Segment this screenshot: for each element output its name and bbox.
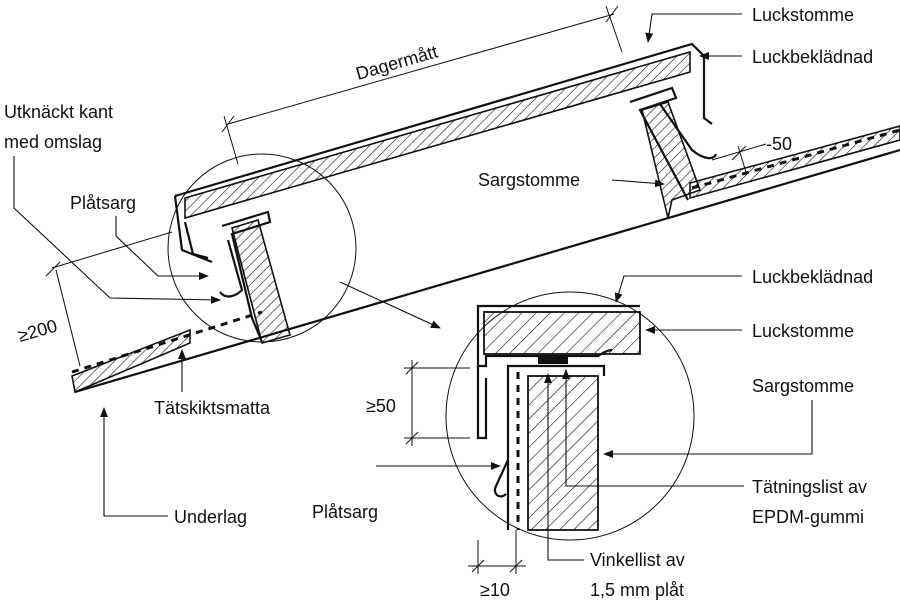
left-curb-core — [231, 218, 291, 344]
detail-circle-large — [445, 291, 695, 541]
label-tatningslist-2: EPDM-gummi — [752, 507, 864, 527]
left-curb-sheet — [221, 210, 272, 343]
label-tatskiktsmatta: Tätskiktsmatta — [154, 398, 271, 418]
label-dim-10: ≥10 — [480, 580, 510, 600]
left-curb — [219, 210, 291, 344]
underlag-band-right — [689, 125, 900, 200]
detail-hook — [493, 459, 509, 498]
label-platsarg-detail: Plåtsarg — [312, 502, 378, 522]
label-tatningslist-1: Tätningslist av — [752, 477, 867, 497]
label-luckbekladnad-top: Luckbeklädnad — [752, 47, 873, 67]
label-sargstomme-detail: Sargstomme — [752, 376, 854, 396]
leader-lines — [13, 13, 813, 574]
lid-core — [184, 50, 691, 220]
label-underlag: Underlag — [174, 507, 247, 527]
detail-lid-core — [483, 311, 641, 355]
enlarged-detail — [476, 304, 641, 531]
label-dim-50-top: -50 — [766, 134, 792, 154]
dagermatt-dimension — [221, 5, 623, 165]
detail-seal — [538, 356, 568, 364]
label-luckstomme-detail: Luckstomme — [752, 321, 854, 341]
label-utknackt-1: Utknäckt kant — [4, 102, 113, 122]
right-curb-hook — [659, 103, 718, 160]
detail-outer-sheet — [476, 366, 488, 440]
membrane-right — [691, 128, 900, 190]
right-curb — [629, 86, 718, 219]
lid-cladding-left — [173, 195, 213, 264]
label-luckbekladnad-detail: Luckbeklädnad — [752, 267, 873, 287]
label-utknackt-2: med omslag — [4, 132, 102, 152]
label-vinkellist-2: 1,5 mm plåt — [590, 580, 684, 600]
label-luckstomme-top: Luckstomme — [752, 5, 854, 25]
right-curb-sheet — [629, 86, 689, 201]
detail-circle-small — [167, 153, 357, 343]
detail-connector — [339, 281, 441, 329]
detail-curb-core — [527, 375, 599, 531]
label-platsarg-left: Plåtsarg — [70, 193, 136, 213]
lid-cladding — [174, 42, 713, 198]
detail-angle-sheet — [506, 364, 606, 530]
roof-underside-line — [74, 148, 900, 394]
label-dim-50-detail: ≥50 — [366, 396, 396, 416]
label-sargstomme-top: Sargstomme — [478, 170, 580, 190]
label-vinkellist-1: Vinkellist av — [590, 550, 685, 570]
left-curb-hook — [219, 239, 244, 298]
label-dagermatt: Dagermått — [354, 41, 440, 83]
hatch-lid — [173, 42, 713, 264]
roof-structure — [71, 125, 900, 394]
lid-cladding-inner — [183, 221, 209, 260]
dim-50-top — [711, 143, 767, 173]
label-dim-200: ≥200 — [16, 316, 60, 346]
detail-lid-cladding — [476, 304, 640, 368]
